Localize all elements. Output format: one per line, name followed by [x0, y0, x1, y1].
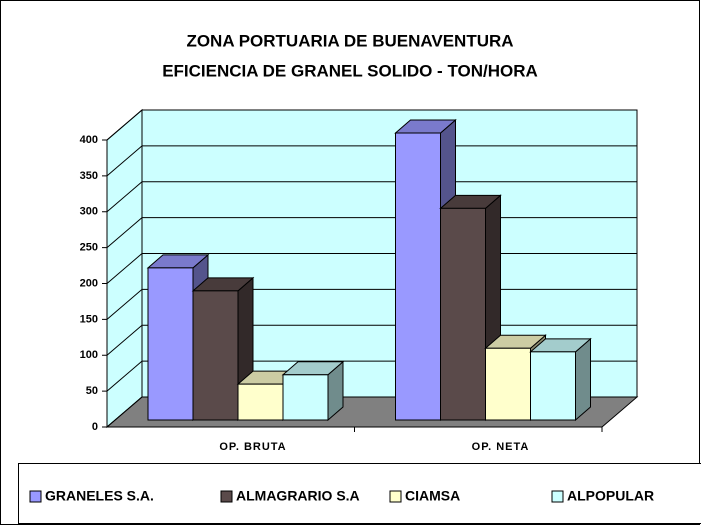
chart-title: ZONA PORTUARIA DE BUENAVENTURA	[186, 31, 513, 50]
x-tick-label: OP. BRUTA	[219, 441, 286, 453]
bar	[282, 374, 329, 421]
grid-line	[106, 217, 143, 249]
bar	[395, 132, 441, 421]
y-tick-label: 50	[86, 385, 98, 397]
y-tick-label: 300	[80, 206, 98, 218]
y-tick-label: 100	[80, 349, 98, 361]
grid-line	[106, 109, 143, 141]
legend-label: CIAMSA	[405, 488, 460, 504]
grid-line	[106, 360, 143, 392]
grid-line	[106, 396, 143, 428]
grid-line	[106, 324, 143, 356]
grid-line	[106, 181, 143, 213]
legend-label: ALMAGRARIO S.A	[236, 488, 360, 504]
y-tick-label: 400	[80, 134, 98, 146]
bar	[147, 267, 194, 421]
chart-subtitle: EFICIENCIA DE GRANEL SOLIDO - TON/HORA	[162, 61, 538, 80]
y-tick-label: 350	[80, 170, 98, 182]
y-tick-label: 250	[80, 242, 98, 254]
y-tick-label: 150	[80, 313, 98, 325]
legend-label: ALPOPULAR	[567, 488, 654, 504]
bar	[485, 347, 531, 421]
grid-line	[106, 253, 143, 284]
legend-swatch	[29, 490, 42, 503]
bar	[237, 383, 284, 421]
x-tick-label: OP. NETA	[472, 441, 530, 453]
legend-label: GRANELES S.A.	[45, 488, 154, 504]
legend-swatch	[389, 490, 402, 503]
bar-side	[575, 337, 591, 422]
grid-line	[106, 288, 143, 320]
legend-swatch	[220, 490, 233, 503]
bar	[192, 290, 239, 421]
legend-box	[18, 463, 701, 524]
y-tick-label: 200	[80, 277, 98, 289]
bar	[440, 207, 486, 421]
legend-swatch	[551, 490, 564, 503]
y-tick-label: 0	[92, 421, 98, 433]
bar	[530, 351, 576, 421]
grid-line	[106, 145, 143, 177]
